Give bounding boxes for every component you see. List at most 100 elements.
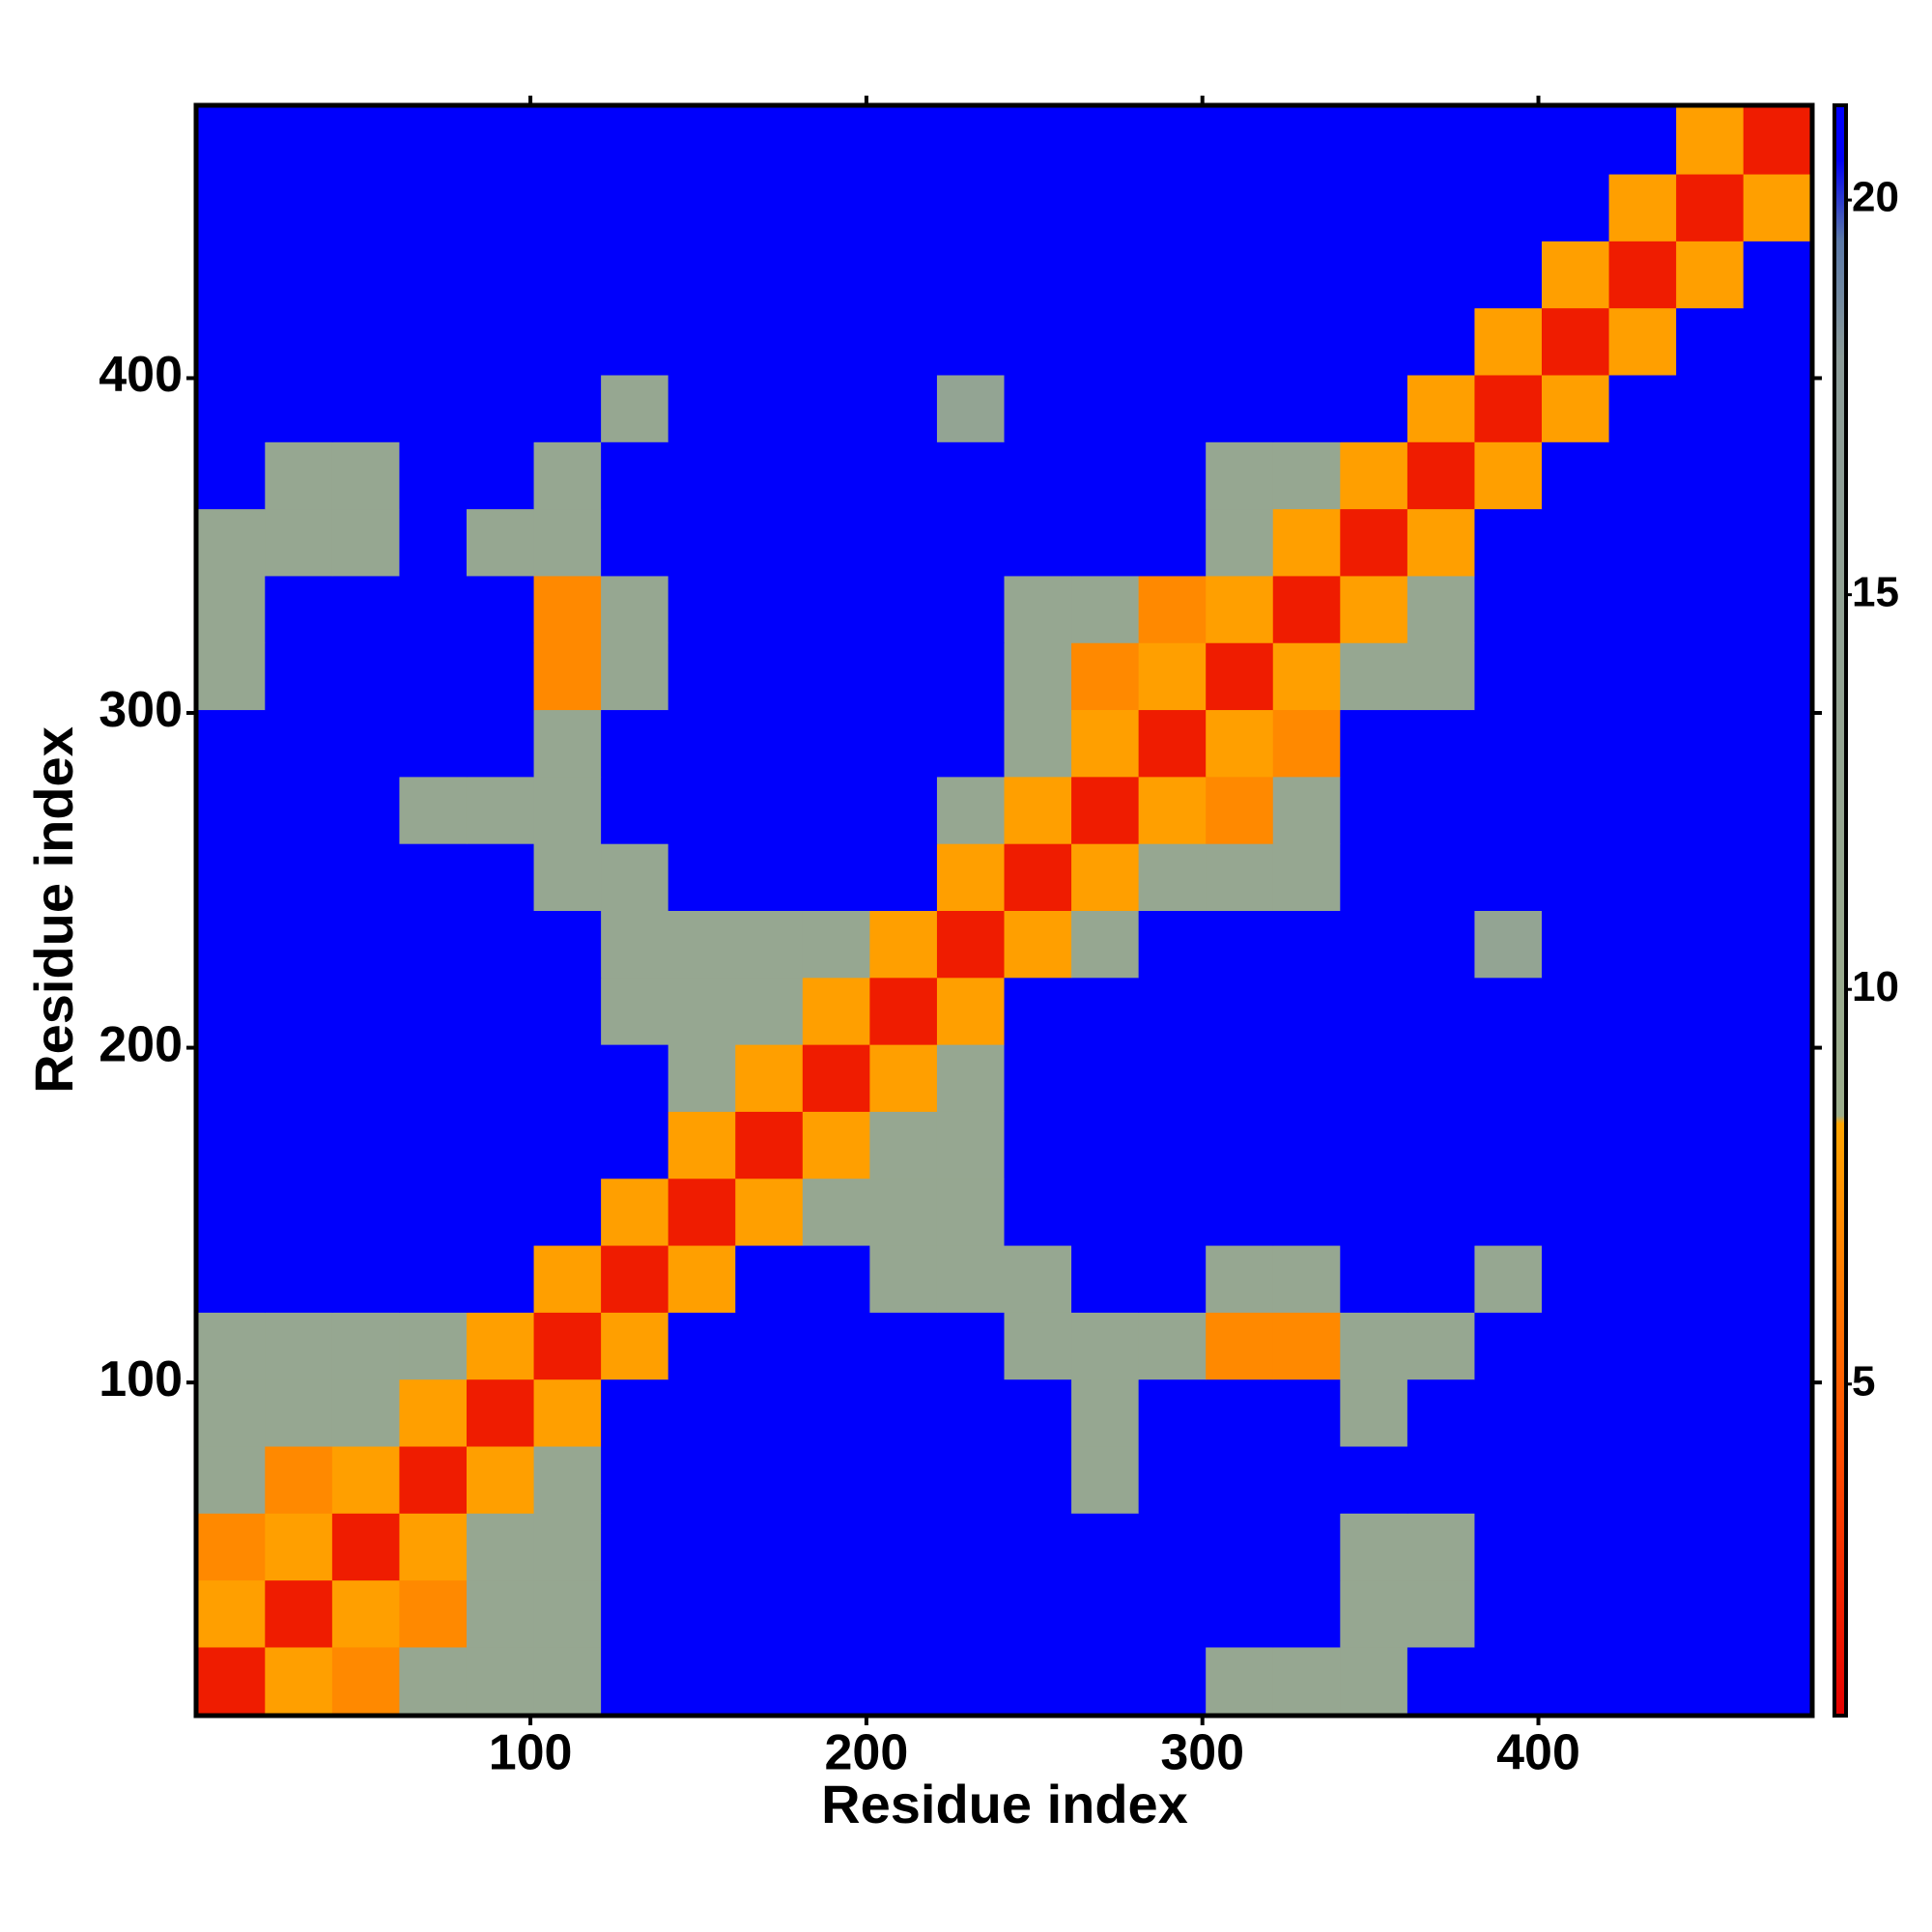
heatmap-cell bbox=[1743, 843, 1811, 911]
heatmap-cell bbox=[1272, 1178, 1341, 1246]
heatmap-cell bbox=[1004, 106, 1072, 175]
heatmap-cell bbox=[533, 575, 602, 643]
heatmap-cell bbox=[533, 1245, 602, 1313]
heatmap-cell bbox=[802, 441, 870, 510]
heatmap-cell bbox=[601, 1312, 669, 1380]
heatmap-cell bbox=[802, 1312, 870, 1380]
heatmap-cell bbox=[1743, 1378, 1811, 1447]
heatmap-cell bbox=[869, 1111, 938, 1179]
heatmap-cell bbox=[1608, 575, 1677, 643]
heatmap-cell bbox=[869, 441, 938, 510]
heatmap-cell bbox=[1138, 1446, 1207, 1514]
heatmap-cell bbox=[936, 1513, 1005, 1581]
heatmap-cell bbox=[331, 1044, 400, 1112]
heatmap-cell bbox=[1608, 1378, 1677, 1447]
heatmap-cell bbox=[1340, 241, 1408, 309]
heatmap-cell bbox=[869, 1446, 938, 1514]
heatmap-cell bbox=[1474, 1245, 1543, 1313]
colorbar-tick-label: 15 bbox=[1852, 568, 1899, 615]
heatmap-cell bbox=[1138, 1378, 1207, 1447]
heatmap-cell bbox=[802, 977, 870, 1045]
heatmap-cell bbox=[466, 508, 535, 577]
heatmap-cell bbox=[1206, 1111, 1274, 1179]
y-tick-label: 400 bbox=[99, 347, 183, 403]
heatmap-cell bbox=[1743, 977, 1811, 1045]
heatmap-cell bbox=[1071, 1178, 1140, 1246]
heatmap-cell bbox=[1004, 843, 1072, 911]
heatmap-cell bbox=[936, 307, 1005, 376]
heatmap-cell bbox=[533, 1579, 602, 1648]
heatmap-cell bbox=[331, 1513, 400, 1581]
colorbar-tick-label: 10 bbox=[1852, 963, 1899, 1010]
heatmap-cell bbox=[399, 508, 468, 577]
heatmap-cell bbox=[1676, 1044, 1745, 1112]
heatmap-cell bbox=[668, 1446, 736, 1514]
heatmap-cell bbox=[1071, 307, 1140, 376]
y-axis-title: Residue index bbox=[23, 726, 84, 1094]
heatmap-cell bbox=[1608, 1579, 1677, 1648]
heatmap-cell bbox=[1474, 441, 1543, 510]
heatmap-cell bbox=[331, 1446, 400, 1514]
heatmap-cell bbox=[1340, 1446, 1408, 1514]
heatmap-cell bbox=[265, 776, 333, 844]
heatmap-cell bbox=[466, 843, 535, 911]
heatmap-cell bbox=[601, 709, 669, 778]
heatmap-cell bbox=[668, 1245, 736, 1313]
heatmap-cell bbox=[1608, 441, 1677, 510]
heatmap-cell bbox=[802, 1178, 870, 1246]
heatmap-cell bbox=[1340, 1312, 1408, 1380]
heatmap-cell bbox=[1743, 1312, 1811, 1380]
heatmap-cell bbox=[735, 1446, 804, 1514]
heatmap-cell bbox=[869, 1044, 938, 1112]
heatmap-cell bbox=[1542, 1579, 1610, 1648]
heatmap-cell bbox=[869, 843, 938, 911]
heatmap-cell bbox=[1071, 106, 1140, 175]
heatmap-cell bbox=[802, 1513, 870, 1581]
heatmap-cell bbox=[1474, 241, 1543, 309]
heatmap-cell bbox=[1071, 1044, 1140, 1112]
heatmap-cell bbox=[936, 1044, 1005, 1112]
heatmap-cell bbox=[1272, 977, 1341, 1045]
heatmap-cell bbox=[1071, 1312, 1140, 1380]
heatmap-cell bbox=[399, 1446, 468, 1514]
heatmap-cell bbox=[1474, 1378, 1543, 1447]
heatmap-cell bbox=[1206, 776, 1274, 844]
heatmap-cell bbox=[802, 709, 870, 778]
heatmap-cell bbox=[601, 374, 669, 442]
heatmap-cell bbox=[668, 1178, 736, 1246]
heatmap-cell bbox=[1071, 441, 1140, 510]
heatmap-cell bbox=[1071, 174, 1140, 242]
heatmap-cell bbox=[1071, 1111, 1140, 1179]
heatmap-cell bbox=[1743, 1178, 1811, 1246]
heatmap-cell bbox=[601, 106, 669, 175]
heatmap-cell bbox=[533, 1513, 602, 1581]
colorbar bbox=[1833, 103, 1848, 1718]
heatmap-cell bbox=[1608, 1178, 1677, 1246]
heatmap-cell bbox=[265, 174, 333, 242]
heatmap-cell bbox=[802, 1378, 870, 1447]
heatmap-cell bbox=[668, 307, 736, 376]
heatmap-cell bbox=[1138, 508, 1207, 577]
heatmap-cell bbox=[1542, 241, 1610, 309]
heatmap-cell bbox=[1272, 642, 1341, 711]
heatmap-cell bbox=[265, 441, 333, 510]
heatmap-cell bbox=[197, 1646, 266, 1715]
heatmap-cell bbox=[1340, 1378, 1408, 1447]
heatmap-cell bbox=[1474, 307, 1543, 376]
heatmap-cell bbox=[936, 441, 1005, 510]
heatmap-cell bbox=[1542, 1646, 1610, 1715]
heatmap-cell bbox=[1272, 1312, 1341, 1380]
heatmap-cell bbox=[265, 1646, 333, 1715]
heatmap-cell bbox=[466, 1378, 535, 1447]
heatmap-cell bbox=[466, 241, 535, 309]
heatmap-cell bbox=[331, 374, 400, 442]
heatmap-cell bbox=[265, 1378, 333, 1447]
heatmap-cell bbox=[1542, 910, 1610, 979]
heatmap-cell bbox=[533, 508, 602, 577]
heatmap-cell bbox=[735, 776, 804, 844]
heatmap-cell bbox=[1676, 1579, 1745, 1648]
heatmap-cell bbox=[1071, 374, 1140, 442]
heatmap-cell bbox=[1743, 374, 1811, 442]
heatmap-cell bbox=[1004, 241, 1072, 309]
heatmap-cell bbox=[265, 575, 333, 643]
